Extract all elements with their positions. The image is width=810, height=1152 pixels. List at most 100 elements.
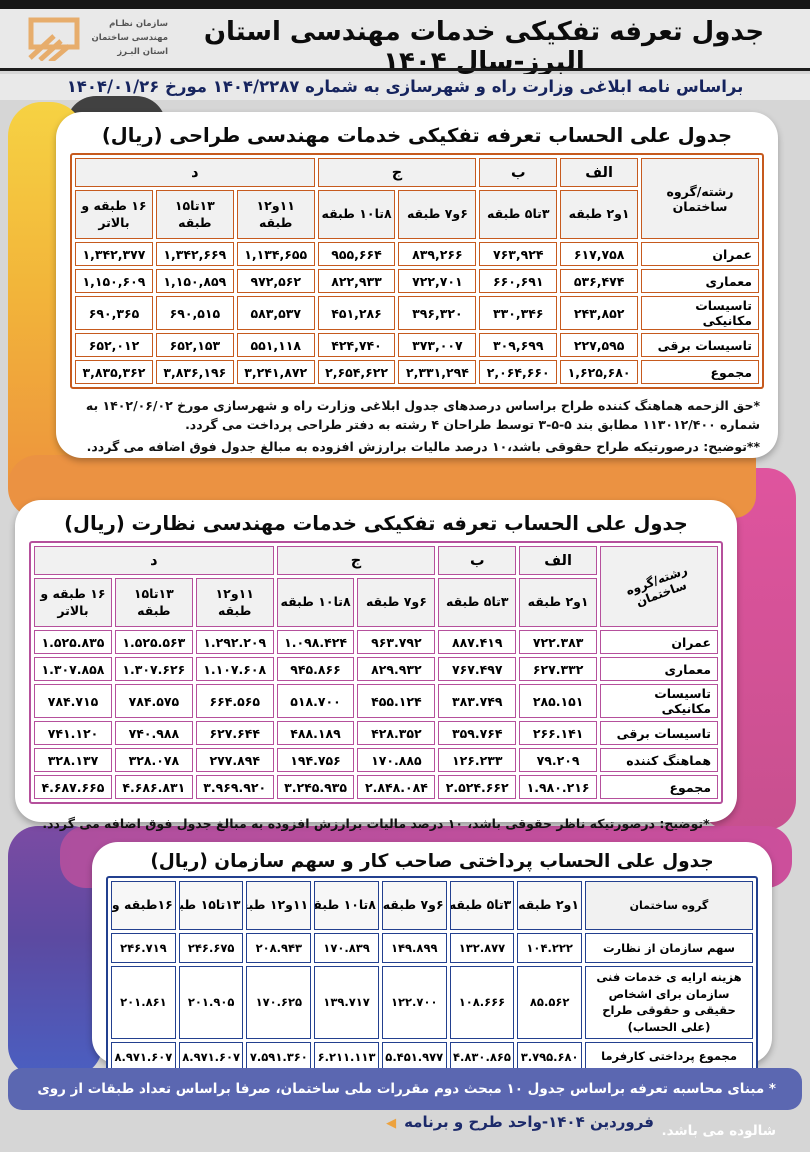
value-cell: ۱.۹۸۰.۲۱۶ xyxy=(519,775,597,799)
value-cell: ۴۵۱,۲۸۶ xyxy=(317,296,396,330)
column-header: ۶و۷ طبقه xyxy=(398,190,477,239)
row-label: تاسیسات مکانیکی xyxy=(641,296,759,330)
table-row: تاسیسات مکانیکی ۲۸۵.۱۵۱ ۳۸۳.۷۴۹ ۴۵۵.۱۲۴ ۵۱۸.… xyxy=(34,684,718,718)
value-cell: ۴۵۵.۱۲۴ xyxy=(357,684,436,718)
design-table-title: جدول علی الحساب تعرفه تفکیکی خدمات مهندس… xyxy=(101,124,733,147)
value-cell: ۶.۲۱۱.۱۱۳ xyxy=(314,1041,379,1072)
value-cell: ۵۳۶,۴۷۴ xyxy=(560,269,638,293)
value-cell: ۱,۳۴۲,۶۶۹ xyxy=(155,242,234,266)
value-cell: ۲۰۸.۹۴۳ xyxy=(246,933,312,963)
nezam-mohandesi-logo-icon xyxy=(28,17,82,64)
value-cell: ۳۲۸.۱۳۷ xyxy=(34,748,112,772)
value-cell: ۲.۵۲۴.۶۶۲ xyxy=(438,775,517,799)
column-header: ۸تا۱۰ طبقه xyxy=(276,578,355,627)
value-cell: ۲۷۷.۸۹۴ xyxy=(195,748,274,772)
value-cell: ۲۴۶.۶۷۵ xyxy=(178,933,244,963)
table-row: معماری ۶۲۷.۳۳۲ ۷۶۷.۴۹۷ ۸۲۹.۹۳۲ ۹۴۵.۸۶۶ ۱.۱۰۷.… xyxy=(34,657,718,681)
design-table-footnotes: *حق الزحمه هماهنگ کننده طراح براساس درصد… xyxy=(70,389,764,456)
value-cell: ۱۲۶.۲۳۳ xyxy=(438,748,517,772)
column-header: ۶و۷ طبقه xyxy=(357,578,436,627)
value-cell: ۶۱۷,۷۵۸ xyxy=(560,242,638,266)
value-cell: ۱۰۸.۶۶۶ xyxy=(449,966,515,1039)
value-cell: ۳,۸۳۶,۱۹۶ xyxy=(155,360,234,384)
table-row: تاسیسات برقی ۲۶۶.۱۴۱ ۳۵۹.۷۶۴ ۴۲۸.۳۵۲ ۴۸۸.۱۸۹… xyxy=(34,721,718,745)
value-cell: ۶۵۲,۱۵۳ xyxy=(155,333,234,357)
value-cell: ۱.۰۹۸.۴۲۴ xyxy=(276,630,355,654)
footer-text: فروردین ۱۴۰۴-واحد طرح و برنامه xyxy=(404,1113,654,1131)
row-label: هزینه ارایه ی خدمات فنی سازمان برای اشخا… xyxy=(585,966,753,1039)
value-cell: ۴.۶۸۶.۸۳۱ xyxy=(114,775,193,799)
value-cell: ۸۲۹.۹۳۲ xyxy=(357,657,436,681)
corner-header: رشته/گروه ساختمان xyxy=(641,158,759,239)
value-cell: ۲۰۱.۹۰۵ xyxy=(178,966,244,1039)
value-cell: ۱۷۰.۶۲۵ xyxy=(246,966,312,1039)
value-cell: ۷۸۴.۷۱۵ xyxy=(34,684,112,718)
row-label: معماری xyxy=(641,269,759,293)
table-row: مجموع ۱,۶۲۵,۶۸۰ ۲,۰۶۴,۶۶۰ ۲,۳۳۱,۲۹۴ ۲,۶۵۴,۶۲… xyxy=(75,360,759,384)
column-header: ۳تا۵ طبقه xyxy=(438,578,517,627)
value-cell: ۲۲۷,۵۹۵ xyxy=(560,333,638,357)
column-header: ۱و۲ طبقه xyxy=(560,190,638,239)
value-cell: ۶۶۰,۶۹۱ xyxy=(479,269,558,293)
page-subtitle: براساس نامه ابلاغی وزارت راه و شهرسازی ب… xyxy=(0,74,810,100)
value-cell: ۱۳۹.۷۱۷ xyxy=(314,966,379,1039)
value-cell: ۸۳۹,۲۶۶ xyxy=(398,242,477,266)
value-cell: ۲,۰۶۴,۶۶۰ xyxy=(479,360,558,384)
value-cell: ۸.۹۷۱.۶۰۷ xyxy=(178,1041,244,1072)
top-black-bar xyxy=(0,0,810,9)
group-header: الف xyxy=(519,546,597,575)
supervision-tariff-table: رشته/گروه ساختمان الف ب ج د ۱و۲ طبقه ۳تا۵ طبقه… xyxy=(29,541,723,804)
owner-payment-card: جدول علی الحساب پرداختی صاحب کار و سهم س… xyxy=(92,842,772,1102)
corner-label: رشته/گروه ساختمان xyxy=(666,183,734,214)
value-cell: ۲۴۶.۷۱۹ xyxy=(111,933,176,963)
header-divider xyxy=(0,68,810,71)
table-row: مجموع ۱.۹۸۰.۲۱۶ ۲.۵۲۴.۶۶۲ ۲.۸۴۸.۰۸۴ ۳.۲۴۵.۹۳… xyxy=(34,775,718,799)
group-header: ج xyxy=(276,546,436,575)
value-cell: ۳۹۶,۳۲۰ xyxy=(398,296,477,330)
footnote: *حق الزحمه هماهنگ کننده طراح براساس درصد… xyxy=(85,398,760,433)
value-cell: ۶۲۷.۶۴۴ xyxy=(195,721,274,745)
page-title: جدول تعرفه تفکیکی خدمات مهندسی استان الب… xyxy=(203,17,765,77)
value-cell: ۱,۱۵۰,۸۵۹ xyxy=(155,269,234,293)
column-header: ۱۶ طبقه و بالاتر xyxy=(75,190,153,239)
column-header: ۱۳تا۱۵ طبقه xyxy=(178,881,244,930)
value-cell: ۱۲۲.۷۰۰ xyxy=(381,966,447,1039)
value-cell: ۱.۵۲۵.۵۶۳ xyxy=(114,630,193,654)
value-cell: ۴۲۸.۳۵۲ xyxy=(357,721,436,745)
group-header: ج xyxy=(317,158,477,187)
value-cell: ۳.۹۶۹.۹۲۰ xyxy=(195,775,274,799)
design-tariff-table: رشته/گروه ساختمان الف ب ج د ۱و۲ طبقه ۳تا۵ طبقه… xyxy=(70,153,764,389)
value-cell: ۲۴۳,۸۵۲ xyxy=(560,296,638,330)
value-cell: ۳۷۳,۰۰۷ xyxy=(398,333,477,357)
column-header: ۱۱و۱۲ طبقه xyxy=(195,578,274,627)
footer-credit-line: فروردین ۱۴۰۴-واحد طرح و برنامه ◀ xyxy=(220,1113,810,1131)
value-cell: ۵۱۸.۷۰۰ xyxy=(276,684,355,718)
value-cell: ۲,۶۵۴,۶۲۲ xyxy=(317,360,396,384)
column-header: ۶و۷ طبقه xyxy=(381,881,447,930)
footnote: **توضیح: درصورتیکه طراح حقوقی باشد،۱۰ در… xyxy=(86,438,760,454)
value-cell: ۱,۱۵۰,۶۰۹ xyxy=(75,269,153,293)
column-header: ۱۱و۱۲ طبقه xyxy=(246,881,312,930)
value-cell: ۹۶۳.۷۹۲ xyxy=(357,630,436,654)
value-cell: ۱۴۹.۸۹۹ xyxy=(381,933,447,963)
row-label: مجموع xyxy=(641,360,759,384)
value-cell: ۹۴۵.۸۶۶ xyxy=(276,657,355,681)
table-row: عمران ۷۲۲.۳۸۳ ۸۸۷.۴۱۹ ۹۶۳.۷۹۲ ۱.۰۹۸.۴۲۴ ۱.۲۹۲… xyxy=(34,630,718,654)
column-header: ۳تا۵ طبقه xyxy=(449,881,515,930)
value-cell: ۷۹.۲۰۹ xyxy=(519,748,597,772)
value-cell: ۵۵۱,۱۱۸ xyxy=(236,333,315,357)
value-cell: ۸۲۲,۹۳۳ xyxy=(317,269,396,293)
row-label: تاسیسات مکانیکی xyxy=(600,684,718,718)
value-cell: ۱.۳۰۷.۶۲۶ xyxy=(114,657,193,681)
value-cell: ۷۶۳,۹۲۴ xyxy=(479,242,558,266)
group-header: ب xyxy=(479,158,558,187)
value-cell: ۱۳۲.۸۷۷ xyxy=(449,933,515,963)
value-cell: ۳۵۹.۷۶۴ xyxy=(438,721,517,745)
value-cell: ۷۶۷.۴۹۷ xyxy=(438,657,517,681)
value-cell: ۲.۸۴۸.۰۸۴ xyxy=(357,775,436,799)
value-cell: ۴۸۸.۱۸۹ xyxy=(276,721,355,745)
column-header: ۱و۲ طبقه xyxy=(519,578,597,627)
value-cell: ۴.۸۳۰.۸۶۵ xyxy=(449,1041,515,1072)
value-cell: ۳۲۸.۰۷۸ xyxy=(114,748,193,772)
